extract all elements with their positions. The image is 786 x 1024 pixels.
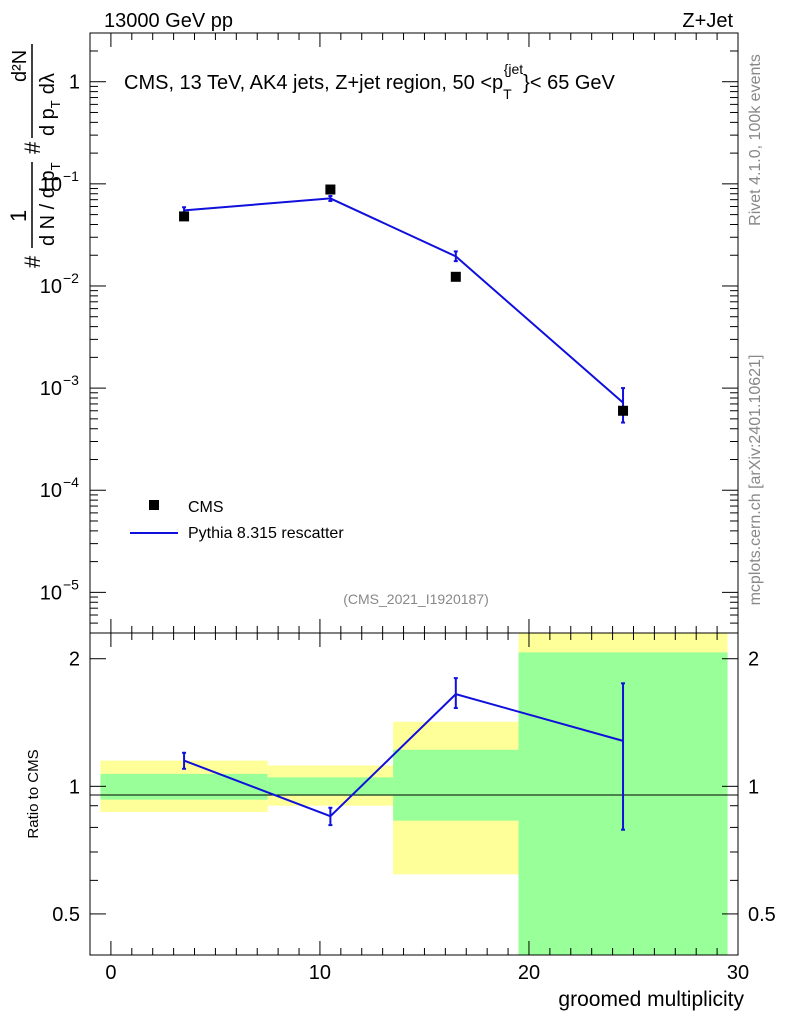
ratio-tick-label-right-1: 1 [748,776,759,798]
ratio-line [183,693,624,818]
analysis-id: (CMS_2021_I1920187) [343,591,489,607]
y-tick-label-0: 1 [69,72,80,94]
ratio-plot-frame [89,632,739,956]
main-plot-frame [89,32,739,634]
chart-title: CMS, 13 TeV, AK4 jets, Z+jet region, 50 … [124,61,616,102]
title-sup: {jet [504,61,524,77]
y-tick-exp-4: −4 [63,474,79,490]
ylabel-num: d²N [9,50,31,82]
mcplots-label: mcplots.cern.ch [arXiv:2401.10621] [747,355,764,606]
cms-data-point-1 [325,184,336,195]
x-tick-label-0: 0 [105,962,116,984]
legend-cms-marker [149,500,159,510]
x-tick-label-10: 10 [309,962,331,984]
mc-line [183,197,624,404]
y-axis-label: # 1 d N / d pT # d²N d pTdλ [6,44,63,268]
x-tick-label-20: 20 [518,962,540,984]
y-tick-exp-3: −3 [63,372,79,388]
ylabel-one: 1 [6,210,31,222]
title-close: }< 65 GeV [523,72,615,94]
ratio-tick-label-right-0: 0.5 [748,904,776,926]
ratio-y-label: Ratio to CMS [25,749,42,838]
cms-data-point-2 [450,271,461,282]
ylabel-dn-text: d N / d p [37,170,59,246]
x-axis-label: groomed multiplicity [558,988,744,1011]
uncertainty-bands [100,633,728,955]
ratio-tick-label-left-0: 0.5 [52,904,80,926]
y-tick-exp-2: −2 [63,270,79,286]
cms-data-point-0 [179,211,190,222]
legend-cms-label: CMS [188,499,224,516]
stat-uncertainty-band-0 [100,773,268,800]
ylabel-dn: d N / d pT [37,162,63,246]
y-tick-label-2: 10 [40,276,62,298]
y-tick-label-5: 10 [40,582,62,604]
y-tick-label-4: 10 [40,480,62,502]
rivet-label: Rivet 4.1.0, 100k events [747,54,764,226]
title-main: CMS, 13 TeV, AK4 jets, Z+jet region, 50 … [124,72,503,94]
cms-data-point-3 [618,405,629,416]
ylabel-den: d pTdλ [37,73,63,136]
ratio-tick-label-left-2: 2 [69,649,80,671]
legend-mc-label: Pythia 8.315 rescatter [188,525,344,542]
y-tick-label-1: 10 [40,174,62,196]
series-layer [179,184,629,831]
stat-uncertainty-band-2 [393,749,519,821]
ratio-tick-label-left-1: 1 [69,776,80,798]
ylabel-hash2: # [20,141,45,154]
stat-uncertainty-band-1 [267,777,394,796]
header-left: 13000 GeV pp [104,10,233,32]
header-right: Z+Jet [682,10,733,32]
ylabel-t2: T [48,100,63,108]
y-tick-exp-1: −1 [63,168,79,184]
legend: CMS Pythia 8.315 rescatter [130,499,344,542]
ylabel-den-text: d p [37,108,59,136]
ylabel-hash1: # [20,255,45,268]
x-tick-label-30: 30 [727,962,749,984]
ylabel-t1: T [48,162,63,170]
ratio-tick-label-right-2: 2 [748,649,759,671]
y-tick-label-3: 10 [40,378,62,400]
ylabel-lambda: dλ [37,73,59,94]
title-sub: T [503,86,512,102]
y-tick-exp-5: −5 [63,576,79,592]
